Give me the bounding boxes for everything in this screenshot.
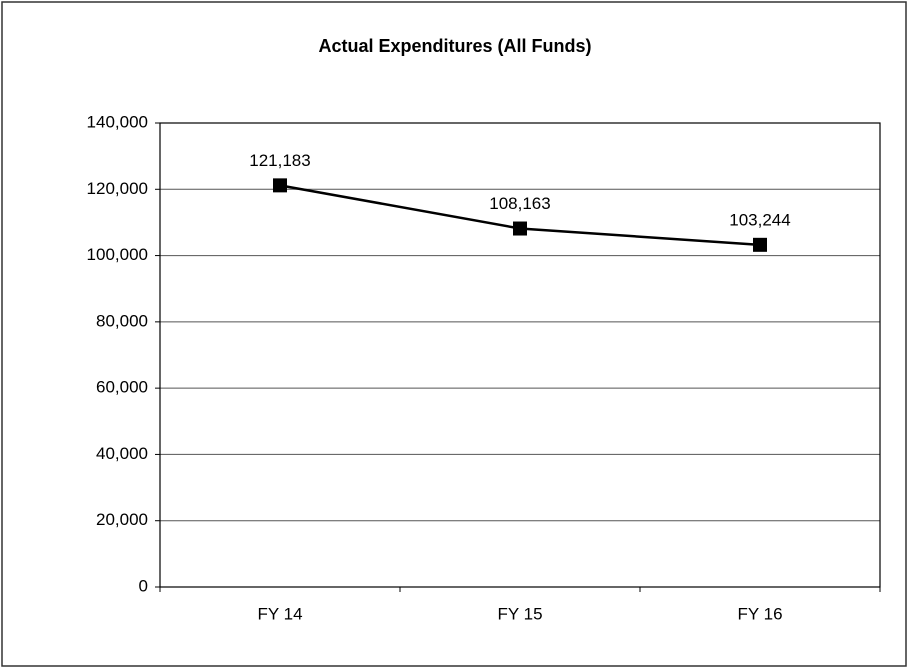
y-tick-label: 0	[139, 576, 148, 595]
x-tick-label: FY 15	[497, 604, 542, 623]
data-label: 103,244	[729, 210, 790, 229]
plot-area	[159, 122, 881, 588]
x-tick-label: FY 14	[257, 604, 302, 623]
y-tick-label: 120,000	[87, 179, 148, 198]
y-tick-label: 20,000	[96, 510, 148, 529]
x-tick-label: FY 16	[737, 604, 782, 623]
y-tick-label: 60,000	[96, 378, 148, 397]
marker	[273, 178, 287, 193]
data-label: 121,183	[249, 151, 310, 170]
marker	[513, 221, 527, 236]
y-tick-label: 100,000	[87, 245, 148, 264]
chart-title: Actual Expenditures (All Funds)	[318, 36, 591, 56]
y-tick-label: 40,000	[96, 444, 148, 463]
marker	[753, 237, 767, 252]
y-tick-label: 140,000	[87, 112, 148, 131]
data-label: 108,163	[489, 194, 550, 213]
y-tick-label: 80,000	[96, 311, 148, 330]
